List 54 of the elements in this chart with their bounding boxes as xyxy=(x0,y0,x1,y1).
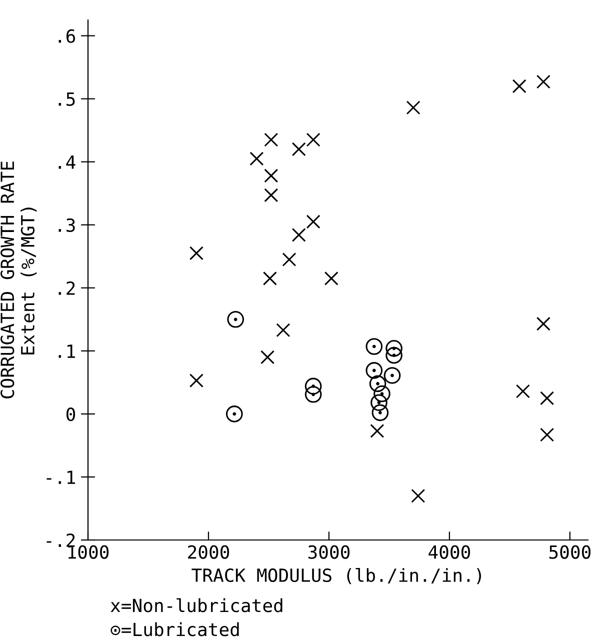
x-axis-title: TRACK MODULUS (lb./in./in.) xyxy=(192,568,481,584)
point xyxy=(264,188,278,202)
point xyxy=(324,271,338,286)
point xyxy=(366,338,383,355)
point xyxy=(374,385,390,402)
x-tick-label: 3000 xyxy=(308,545,350,559)
point xyxy=(306,214,320,229)
point xyxy=(384,367,401,384)
x-tick-label: 2000 xyxy=(188,545,230,559)
y-tick-label: -.1 xyxy=(46,470,75,484)
y-tick-label: .6 xyxy=(58,29,76,43)
y-tick-label: .2 xyxy=(58,281,75,295)
y-tick-label: .1 xyxy=(58,344,75,358)
point xyxy=(306,132,320,147)
x-tick-label: 1000 xyxy=(68,545,109,559)
point xyxy=(227,310,244,328)
x-tick-label: 5000 xyxy=(549,545,590,559)
point xyxy=(370,394,388,411)
y-tick-label: .4 xyxy=(58,156,76,169)
point xyxy=(262,271,277,286)
point xyxy=(366,362,383,379)
text: x=Non-lubricated xyxy=(110,598,282,612)
point xyxy=(189,246,204,260)
point xyxy=(260,350,275,364)
y-axis-title: CORRUGATED GROWTH RATE Extent (%/MGT) xyxy=(0,162,37,398)
point xyxy=(282,252,296,267)
point xyxy=(536,316,550,331)
point xyxy=(189,374,204,388)
point xyxy=(304,378,322,395)
point xyxy=(226,406,243,422)
point xyxy=(372,404,389,422)
x-tick-label: 4000 xyxy=(428,545,470,559)
y-tick-label: .3 xyxy=(58,218,75,232)
point xyxy=(264,132,278,147)
point xyxy=(406,100,420,115)
point xyxy=(292,142,306,156)
point xyxy=(250,152,264,166)
point xyxy=(386,340,402,357)
point xyxy=(411,488,426,503)
point xyxy=(276,323,290,338)
point xyxy=(292,228,306,242)
point xyxy=(264,168,278,183)
point xyxy=(304,386,322,403)
point xyxy=(512,79,526,94)
point xyxy=(386,346,402,364)
point xyxy=(370,424,384,438)
point xyxy=(536,74,550,89)
y-tick-label: 0 xyxy=(66,407,76,422)
text: ⊙=Lubricated xyxy=(110,622,239,636)
point xyxy=(516,384,530,398)
point xyxy=(540,391,554,406)
point xyxy=(369,375,386,392)
point xyxy=(540,428,554,442)
y-tick-label: .5 xyxy=(58,92,75,106)
